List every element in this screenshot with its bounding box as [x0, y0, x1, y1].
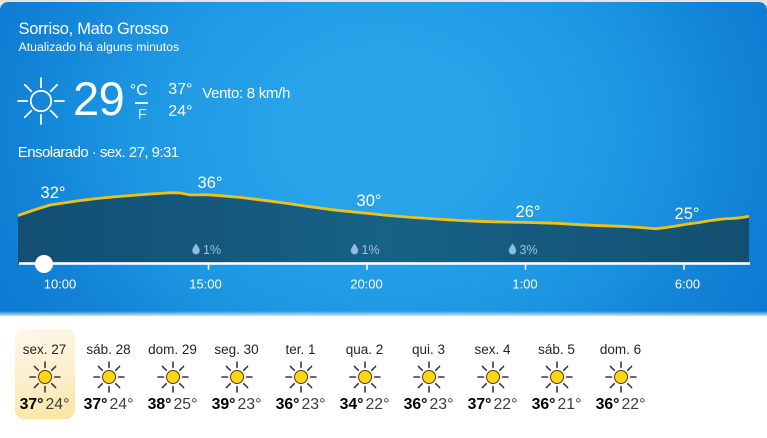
- svg-text:20:00: 20:00: [350, 277, 383, 292]
- svg-text:3%: 3%: [520, 243, 538, 257]
- svg-text:36°: 36°: [198, 174, 223, 192]
- svg-text:32°: 32°: [41, 184, 66, 202]
- svg-text:10:00: 10:00: [44, 277, 77, 292]
- svg-text:25°: 25°: [675, 205, 700, 223]
- svg-text:1%: 1%: [203, 243, 221, 257]
- svg-text:1%: 1%: [362, 243, 380, 257]
- svg-text:26°: 26°: [516, 203, 541, 221]
- svg-text:30°: 30°: [357, 192, 382, 210]
- svg-text:15:00: 15:00: [189, 277, 222, 292]
- svg-text:6:00: 6:00: [675, 277, 700, 292]
- svg-text:1:00: 1:00: [512, 277, 537, 292]
